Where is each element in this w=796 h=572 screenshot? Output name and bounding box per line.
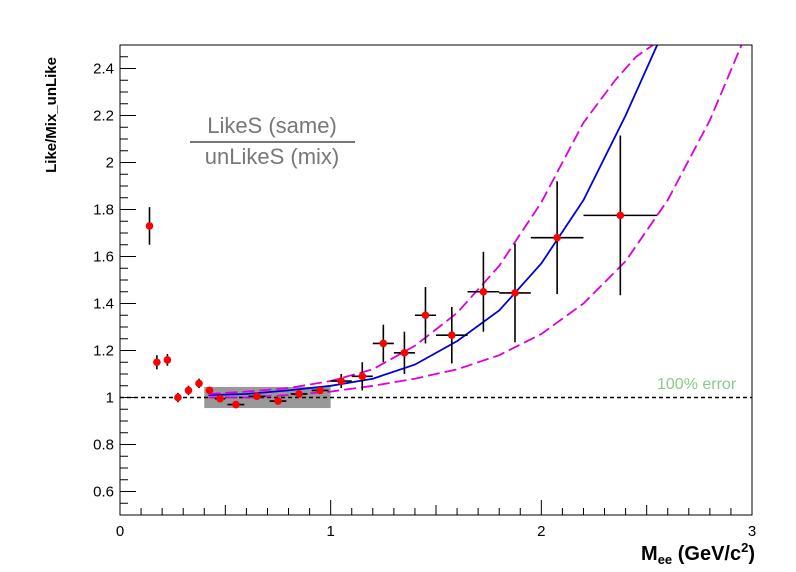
marker — [163, 356, 172, 364]
data-point — [467, 251, 500, 332]
plot-area — [120, 45, 752, 409]
y-axis-title: Like/Mix_unLike — [43, 57, 60, 173]
marker — [145, 222, 154, 230]
data-point — [145, 207, 154, 245]
marker — [421, 311, 430, 320]
y-tick-label: 2.2 — [93, 108, 114, 125]
y-tick-label: 1 — [106, 390, 114, 407]
data-point — [290, 390, 308, 398]
marker — [295, 390, 303, 398]
x-axis-title-sup: 2 — [741, 540, 748, 555]
x-tick-label: 0 — [116, 523, 124, 540]
marker — [316, 386, 324, 395]
curve-lower — [208, 45, 743, 399]
marker — [153, 358, 161, 367]
marker — [511, 289, 519, 297]
marker — [205, 386, 214, 395]
x-tick-label: 1 — [326, 523, 334, 540]
marker — [174, 393, 182, 402]
marker — [337, 377, 346, 385]
data-point — [214, 394, 226, 403]
marker — [616, 211, 625, 220]
data-point — [372, 324, 394, 363]
data-point — [414, 287, 436, 344]
marker — [216, 394, 224, 403]
data-point — [393, 331, 415, 374]
plot-content — [120, 45, 752, 409]
y-tick-label: 0.8 — [93, 437, 114, 454]
data-point — [269, 397, 287, 405]
data-point — [583, 135, 658, 296]
data-point — [174, 392, 182, 403]
data-point — [436, 307, 468, 364]
axis-ticks: 0 1 2 3 0.6 0.8 1 1.2 1.4 1.6 1.8 2 2.2 2.4 — [93, 44, 756, 540]
data-point — [205, 386, 214, 395]
x-axis-title-main: M — [641, 543, 658, 565]
x-axis-title: Mee (GeV/c2) — [641, 540, 755, 567]
x-axis-title-end: ) — [748, 543, 755, 565]
marker — [479, 287, 488, 296]
marker — [232, 400, 240, 409]
legend: LikeS (same) unLikeS (mix) — [190, 113, 355, 169]
data-point — [499, 243, 531, 343]
data-point — [330, 374, 352, 389]
data-point — [163, 354, 172, 366]
data-point — [248, 392, 266, 401]
y-tick-label: 1.8 — [93, 202, 114, 219]
y-tick-label: 1.4 — [93, 296, 114, 313]
x-tick-label: 2 — [537, 523, 545, 540]
y-tick-label: 2.4 — [93, 61, 114, 78]
marker — [253, 392, 261, 401]
marker — [274, 397, 282, 405]
marker — [448, 331, 456, 340]
data-point — [184, 385, 193, 396]
marker — [358, 372, 367, 381]
x-axis-title-sub: ee — [658, 552, 672, 567]
y-tick-label: 2 — [106, 155, 114, 172]
annotation-100-error: 100% error — [657, 376, 737, 393]
curve-upper — [208, 45, 654, 395]
x-tick-label: 3 — [748, 523, 756, 540]
data-point — [351, 362, 373, 391]
legend-denominator: unLikeS (mix) — [205, 144, 339, 169]
data-point — [227, 400, 245, 409]
y-tick-label: 1.6 — [93, 249, 114, 266]
legend-numerator: LikeS (same) — [207, 113, 337, 138]
marker — [400, 349, 409, 357]
data-point — [195, 378, 203, 389]
data-point — [530, 181, 584, 295]
x-axis-title-units: (GeV/c — [672, 543, 741, 565]
data-point — [311, 386, 329, 395]
y-tick-label: 1.2 — [93, 343, 114, 360]
marker — [379, 339, 388, 348]
marker — [195, 379, 203, 388]
marker — [184, 386, 193, 395]
curve-central — [208, 45, 659, 396]
data-point — [153, 355, 161, 370]
marker — [553, 233, 561, 242]
y-tick-label: 0.6 — [93, 484, 114, 501]
